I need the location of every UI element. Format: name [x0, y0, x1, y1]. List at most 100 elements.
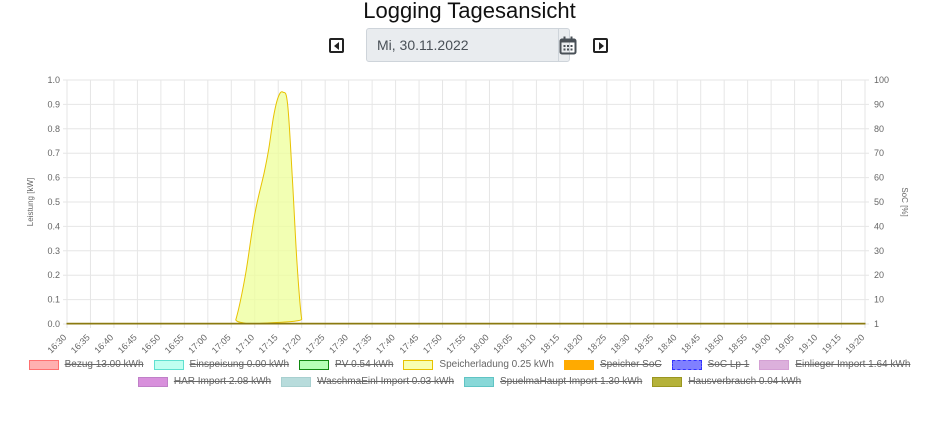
left-tick-label: 0.9: [47, 99, 60, 109]
legend-item[interactable]: Hausverbrauch 0.04 kWh: [652, 376, 801, 388]
legend-label: WaschmaEinl Import 0.03 kWh: [317, 376, 455, 387]
date-picker[interactable]: [366, 28, 577, 62]
x-tick-label: 16:50: [139, 332, 162, 355]
legend-label: Speicherladung 0.25 kWh: [439, 359, 554, 370]
legend-item[interactable]: Einspeisung 0.00 kWh: [153, 359, 290, 371]
x-tick-label: 17:50: [421, 332, 444, 355]
calendar-icon: [559, 36, 577, 54]
caret-right-icon: [599, 42, 604, 50]
legend-swatch: [137, 377, 168, 387]
legend-label: SpuelmaHaupt Import 1.30 kWh: [500, 376, 643, 387]
calendar-button[interactable]: [558, 29, 577, 61]
x-tick-label: 19:10: [796, 332, 819, 355]
right-tick-label: 100: [874, 75, 889, 85]
right-tick-label: 90: [874, 99, 884, 109]
x-tick-label: 18:05: [491, 332, 514, 355]
legend-label: PV 0.54 kWh: [335, 359, 394, 370]
x-tick-label: 16:30: [45, 332, 68, 355]
x-tick-label: 17:40: [374, 332, 397, 355]
x-tick-label: 17:10: [233, 332, 256, 355]
series-area: [66, 322, 866, 325]
left-tick-label: 0.0: [47, 319, 60, 329]
legend-swatch: [299, 360, 330, 370]
legend-label: Hausverbrauch 0.04 kWh: [688, 376, 802, 387]
legend-swatch: [28, 360, 59, 370]
x-tick-label: 18:55: [726, 332, 749, 355]
x-tick-label: 18:50: [703, 332, 726, 355]
x-tick-label: 18:10: [515, 332, 538, 355]
right-tick-label: 30: [874, 246, 884, 256]
x-tick-label: 18:25: [585, 332, 608, 355]
left-tick-label: 0.4: [47, 221, 60, 231]
legend-item[interactable]: SpuelmaHaupt Import 1.30 kWh: [464, 376, 642, 388]
legend-label: HAR Import 2.08 kWh: [173, 376, 272, 387]
left-tick-label: 0.3: [47, 246, 60, 256]
legend-swatch: [403, 360, 434, 370]
x-tick-label: 17:30: [327, 332, 350, 355]
x-tick-label: 18:45: [679, 332, 702, 355]
legend-row-2: HAR Import 2.08 kWh WaschmaEinl Import 0.…: [0, 376, 939, 388]
legend-swatch: [759, 360, 790, 370]
x-tick-label: 18:15: [538, 332, 561, 355]
x-tick-label: 19:20: [843, 332, 866, 355]
legend-item[interactable]: WaschmaEinl Import 0.03 kWh: [281, 376, 454, 388]
page-title: Logging Tagesansicht: [363, 0, 576, 23]
right-axis-ticks: 1 10 20 30 40 50 60 70 80 90 100: [874, 75, 889, 329]
left-axis-label: Leistung [kW]: [26, 178, 35, 226]
legend-label: Einspeisung 0.00 kWh: [189, 359, 290, 370]
x-tick-label: 17:05: [210, 332, 233, 355]
x-tick-label: 17:20: [280, 332, 303, 355]
legend-swatch: [671, 360, 702, 370]
legend-item[interactable]: Bezug 13.00 kWh: [28, 359, 144, 371]
left-tick-label: 0.2: [47, 270, 60, 280]
x-tick-label: 18:40: [656, 332, 679, 355]
power-chart: 0.0 0.1 0.2 0.3 0.4 0.5 0.6 0.7 0.8 0.9 1.0 1 10 20 3…: [26, 75, 909, 355]
right-tick-label: 70: [874, 148, 884, 158]
x-tick-label: 17:45: [397, 332, 420, 355]
previous-day-button[interactable]: [329, 38, 344, 53]
x-tick-label: 16:35: [69, 332, 92, 355]
legend-swatch: [652, 377, 683, 387]
next-day-button[interactable]: [593, 38, 608, 53]
caret-left-icon: [334, 42, 339, 50]
legend-swatch: [153, 360, 184, 370]
x-tick-label: 18:30: [609, 332, 632, 355]
x-tick-label: 19:00: [750, 332, 773, 355]
chart-grid: [63, 79, 869, 328]
legend-item[interactable]: Speicher SoC: [563, 359, 662, 371]
legend-swatch: [464, 377, 495, 387]
left-axis-ticks: 0.0 0.1 0.2 0.3 0.4 0.5 0.6 0.7 0.8 0.9 1.0: [47, 75, 60, 329]
left-tick-label: 0.6: [47, 173, 60, 183]
legend-item[interactable]: Speicherladung 0.25 kWh: [403, 359, 554, 371]
x-tick-label: 17:15: [257, 332, 280, 355]
legend-swatch: [281, 377, 312, 387]
legend-item[interactable]: HAR Import 2.08 kWh: [137, 376, 272, 388]
right-tick-label: 10: [874, 295, 884, 305]
x-tick-label: 16:40: [92, 332, 115, 355]
x-tick-label: 17:00: [186, 332, 209, 355]
legend-label: Bezug 13.00 kWh: [64, 359, 144, 370]
x-tick-label: 16:55: [163, 332, 186, 355]
x-axis-ticks: 16:30 16:35 16:40 16:45 16:50 16:55 17:00 17:05…: [45, 332, 866, 355]
left-tick-label: 1.0: [47, 75, 60, 85]
legend-label: Einlieger Import 1.64 kWh: [795, 359, 911, 370]
x-tick-label: 19:05: [773, 332, 796, 355]
x-tick-label: 16:45: [116, 332, 139, 355]
legend-item[interactable]: SoC Lp 1: [671, 359, 750, 371]
legend-row-1: Bezug 13.00 kWh Einspeisung 0.00 kWh PV 0.…: [0, 359, 939, 371]
legend-item[interactable]: Einlieger Import 1.64 kWh: [759, 359, 910, 371]
x-tick-label: 19:15: [820, 332, 843, 355]
right-tick-label: 1: [874, 319, 879, 329]
legend-item[interactable]: PV 0.54 kWh: [299, 359, 393, 371]
legend-swatch: [563, 360, 594, 370]
legend-label: SoC Lp 1: [707, 359, 750, 370]
legend-label: Speicher SoC: [599, 359, 662, 370]
left-tick-label: 0.1: [47, 295, 60, 305]
x-tick-label: 18:35: [632, 332, 655, 355]
left-tick-label: 0.5: [47, 197, 60, 207]
date-input[interactable]: [367, 29, 558, 61]
right-tick-label: 40: [874, 221, 884, 231]
x-tick-label: 17:35: [351, 332, 374, 355]
x-tick-label: 18:20: [562, 332, 585, 355]
left-tick-label: 0.7: [47, 148, 60, 158]
